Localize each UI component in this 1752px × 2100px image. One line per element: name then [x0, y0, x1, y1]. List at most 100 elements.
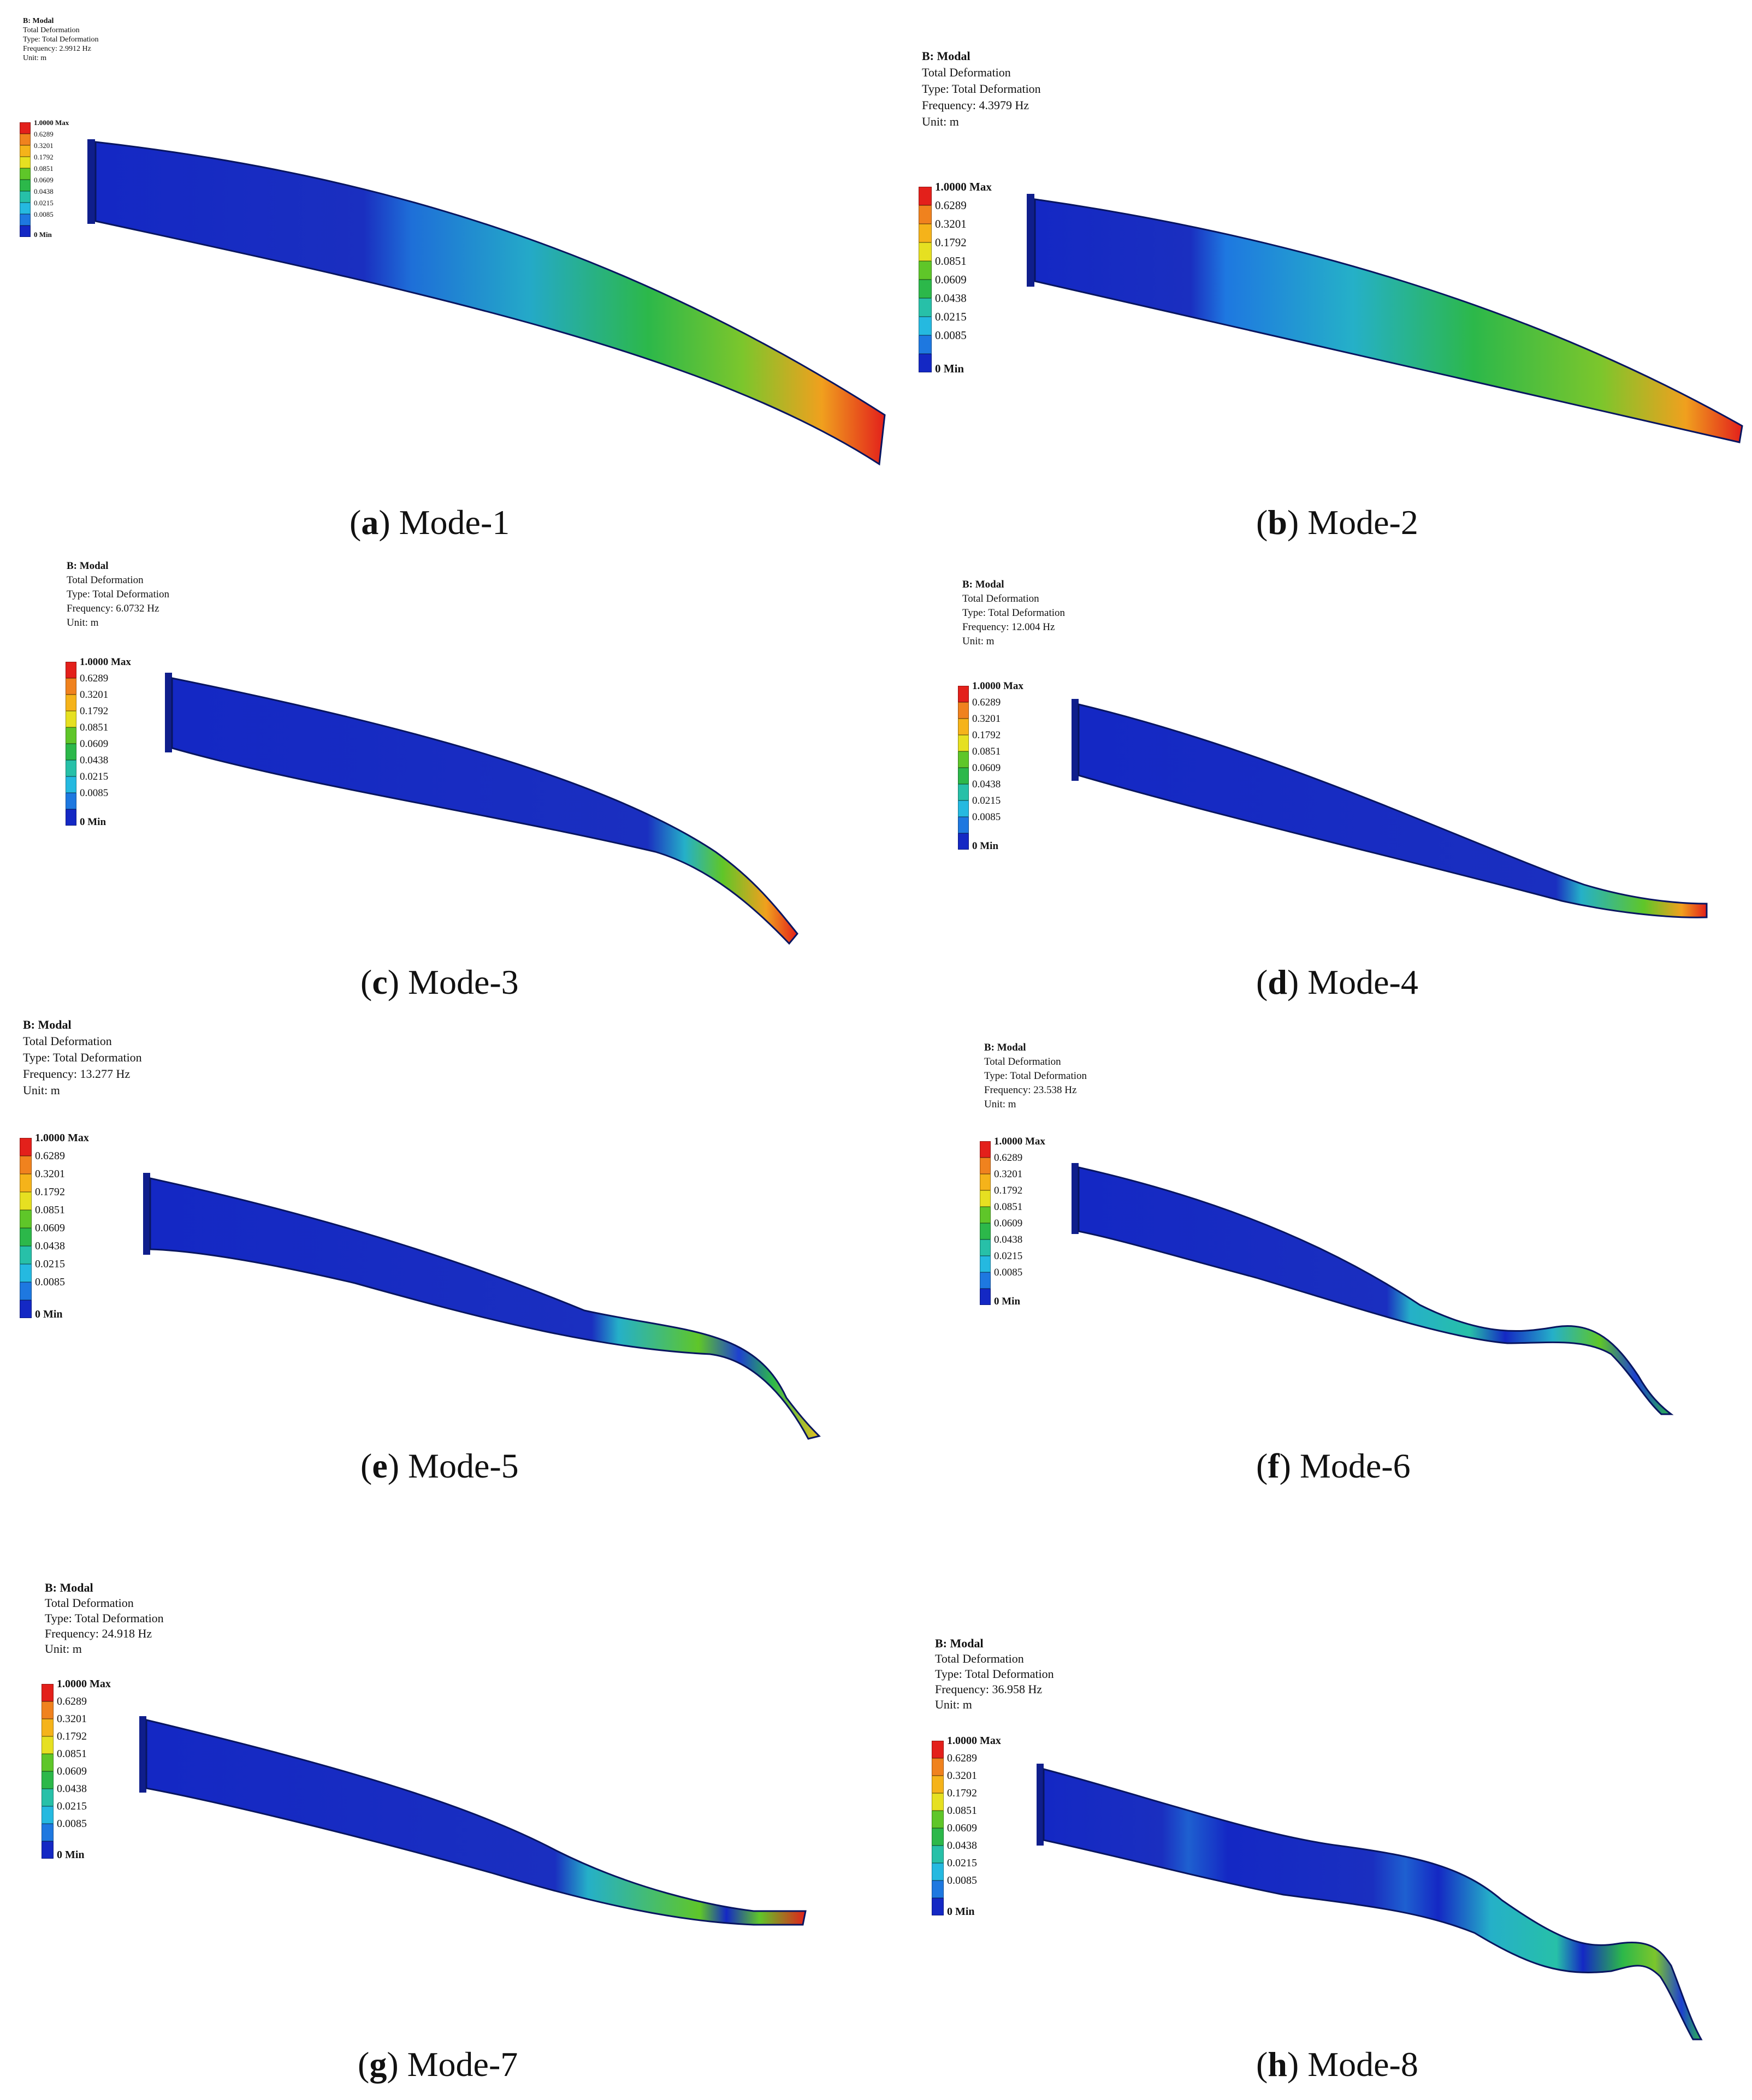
- result-info-g: B: Modal Total Deformation Type: Total D…: [45, 1580, 164, 1657]
- legend-swatch: [66, 760, 76, 776]
- legend-label: 0.6289: [972, 696, 1001, 708]
- legend-label: 0 Min: [994, 1295, 1021, 1307]
- legend-label: 1.0000 Max: [947, 1735, 1001, 1747]
- legend-swatch: [980, 1256, 991, 1272]
- legend-swatch: [20, 1300, 32, 1318]
- beam-body: [171, 677, 798, 945]
- legend-label: 0.3201: [80, 689, 109, 701]
- legend-swatch: [980, 1141, 991, 1158]
- flange: [1072, 1163, 1079, 1234]
- info-unit: Unit: m: [984, 1099, 1016, 1110]
- legend-swatch: [20, 1138, 32, 1156]
- caption-letter: h: [1268, 2045, 1287, 2084]
- info-frequency: Frequency: 24.918 Hz: [45, 1627, 152, 1640]
- info-title: B: Modal: [984, 1042, 1026, 1053]
- info-type: Type: Total Deformation: [922, 82, 1041, 96]
- info-frequency: Frequency: 4.3979 Hz: [922, 98, 1029, 112]
- legend-label: 0.6289: [57, 1695, 87, 1707]
- legend-swatch: [919, 298, 932, 317]
- legend-label: 0.0609: [994, 1217, 1023, 1229]
- legend-label: 0.0438: [994, 1233, 1023, 1245]
- legend-label: 0.3201: [994, 1168, 1023, 1180]
- caption-f: (f) Mode-6: [1256, 1446, 1411, 1485]
- legend-label: 0.0438: [935, 292, 967, 305]
- caption-text: Mode-5: [399, 1446, 519, 1485]
- result-info-f: B: Modal Total Deformation Type: Total D…: [984, 1041, 1087, 1112]
- legend-swatch: [932, 1741, 944, 1758]
- info-result: Total Deformation: [23, 26, 80, 34]
- info-type: Type: Total Deformation: [935, 1667, 1054, 1681]
- legend-label: 0.0609: [35, 1222, 65, 1234]
- legend-label: 1.0000 Max: [57, 1678, 111, 1690]
- caption-h: (h) Mode-8: [1256, 2045, 1418, 2084]
- legend-swatch: [980, 1174, 991, 1190]
- info-result: Total Deformation: [67, 574, 144, 586]
- legend-label: 0.0851: [80, 721, 109, 733]
- legend-swatch: [66, 727, 76, 744]
- beam-body: [1078, 1166, 1674, 1415]
- caption-text: Mode-3: [399, 963, 519, 1001]
- legend-swatch: [20, 180, 31, 191]
- flange: [165, 673, 172, 752]
- color-legend-g: 1.0000 Max 0.6289 0.3201 0.1792 0.0851 0.0609…: [42, 1678, 194, 1870]
- legend-swatch: [66, 678, 76, 695]
- caption-b: (b) Mode-2: [1256, 503, 1418, 542]
- legend-swatch: [958, 784, 969, 800]
- caption-text: Mode-7: [398, 2045, 518, 2084]
- legend-swatch: [20, 1210, 32, 1228]
- legend-swatch: [20, 214, 31, 226]
- legend-label: 0.0438: [80, 754, 109, 766]
- legend-swatch: [66, 776, 76, 793]
- legend-label: 0.0085: [935, 329, 967, 342]
- legend-swatch: [919, 335, 932, 354]
- legend-label: 1.0000 Max: [80, 656, 131, 668]
- legend-label: 0.1792: [80, 705, 109, 717]
- legend-label: 0.0215: [994, 1250, 1023, 1262]
- legend-swatch: [42, 1754, 54, 1771]
- legend-label: 0.1792: [947, 1787, 977, 1799]
- caption-letter: g: [369, 2045, 387, 2084]
- flange: [1072, 699, 1079, 781]
- result-info-d: B: Modal Total Deformation Type: Total D…: [962, 578, 1065, 649]
- info-title: B: Modal: [23, 17, 54, 25]
- legend-label: 0.0085: [34, 210, 54, 218]
- legend-label: 0.0438: [972, 778, 1001, 790]
- legend-label: 0.0215: [35, 1258, 65, 1270]
- legend-swatch: [932, 1776, 944, 1793]
- info-title: B: Modal: [23, 1018, 72, 1031]
- info-unit: Unit: m: [67, 617, 99, 628]
- legend-label: 0.0851: [935, 254, 967, 268]
- legend-swatch: [932, 1898, 944, 1915]
- legend-swatch: [919, 354, 932, 372]
- legend-swatch: [42, 1789, 54, 1806]
- beam-body: [145, 1719, 807, 1926]
- legend-swatch: [20, 226, 31, 237]
- legend-label: 0.1792: [35, 1186, 65, 1198]
- legend-label: 0.0851: [35, 1204, 65, 1216]
- legend-swatch: [20, 157, 31, 168]
- legend-swatch: [20, 1156, 32, 1174]
- legend-swatch: [20, 1282, 32, 1300]
- legend-swatch: [20, 145, 31, 157]
- info-result: Total Deformation: [23, 1034, 112, 1048]
- legend-swatch: [919, 261, 932, 280]
- info-title: B: Modal: [67, 560, 109, 572]
- caption-text: Mode-6: [1291, 1446, 1411, 1485]
- caption-letter: f: [1268, 1446, 1280, 1485]
- legend-label: 0.0438: [34, 187, 54, 195]
- result-info-c: B: Modal Total Deformation Type: Total D…: [67, 559, 169, 630]
- legend-label: 0.0215: [935, 310, 967, 324]
- info-result: Total Deformation: [935, 1652, 1024, 1665]
- caption-text: Mode-1: [390, 503, 510, 542]
- legend-swatch: [66, 744, 76, 760]
- info-type: Type: Total Deformation: [45, 1611, 164, 1625]
- legend-swatch: [932, 1793, 944, 1811]
- caption-letter: e: [372, 1446, 388, 1485]
- flange: [87, 139, 95, 224]
- legend-label: 0.3201: [35, 1168, 65, 1180]
- legend-label: 0 Min: [972, 840, 999, 852]
- caption-e: (e) Mode-5: [360, 1446, 519, 1485]
- legend-swatch: [932, 1828, 944, 1846]
- beam-body: [94, 141, 886, 466]
